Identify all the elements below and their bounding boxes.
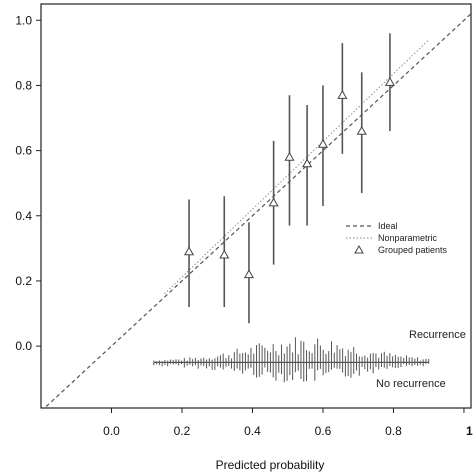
x-tick-label-5: 1 [466,424,473,438]
no-recurrence-label: No recurrence [376,378,446,390]
nonparametric-line [163,39,430,295]
legend-grouped-swatch [354,244,364,254]
plot-frame [40,3,472,409]
ideal-line [43,13,471,408]
legend-nonparametric-label: Nonparametric [378,233,438,243]
legend-grouped-label: Grouped patients [378,245,448,255]
grouped-point-1 [219,249,230,259]
x-tick-label-1: 0.2 [174,424,191,438]
y-tick-label-2: 0.4 [15,209,32,223]
grouped-point-2 [243,269,255,279]
grouped-point-5 [302,158,313,168]
legend: Ideal Nonparametric Grouped patients [346,221,448,255]
x-axis-title: Predicted probability [216,458,325,472]
recurrence-label: Recurrence [409,329,466,341]
grouped-point-7 [337,90,348,99]
plot-area [40,3,472,409]
x-tick-label-3: 0.6 [315,424,332,438]
y-tick-label-5: 1.0 [15,13,32,27]
y-tick-label-0: 0.0 [15,339,32,353]
legend-ideal-label: Ideal [378,221,398,231]
grouped-point-8 [356,125,367,135]
grouped-point-9 [384,76,395,86]
x-axis: 0.0 0.2 0.4 0.6 0.8 1 [103,408,473,438]
x-tick-label-2: 0.4 [244,424,261,438]
grouped-point-4 [284,151,295,161]
y-tick-label-4: 0.8 [15,78,32,92]
x-tick-label-4: 0.8 [385,424,402,438]
grouped-point-3 [268,197,279,207]
grouped-point-6 [317,138,329,148]
x-tick-label-0: 0.0 [103,424,120,438]
y-tick-label-1: 0.2 [15,274,32,288]
grouped-point-0 [183,246,195,256]
y-tick-label-3: 0.6 [15,144,32,158]
y-axis: 0.0 0.2 0.4 0.6 0.8 1.0 [15,13,41,353]
